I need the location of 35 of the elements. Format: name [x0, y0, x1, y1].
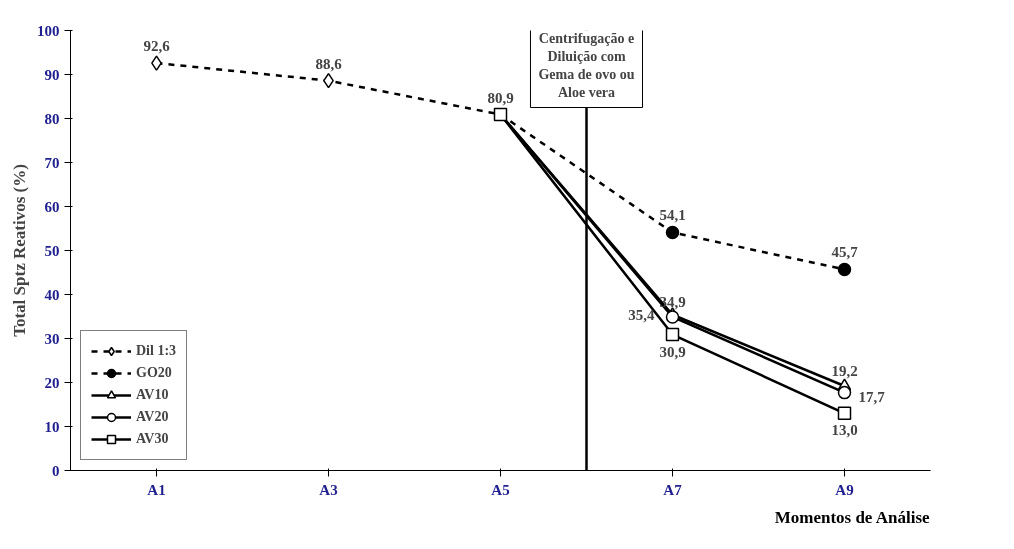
legend-label: AV20: [136, 409, 169, 425]
data-label: 13,0: [831, 422, 858, 439]
y-axis-title: Total Sptz Reativos (%): [10, 164, 29, 337]
data-label: 80,9: [487, 89, 514, 106]
data-label: 88,6: [315, 55, 343, 72]
y-tick-label: 30: [44, 330, 60, 347]
data-label: 54,1: [659, 207, 686, 224]
x-tick-label: A7: [663, 481, 683, 498]
y-tick-label: 20: [44, 374, 60, 391]
data-label: 45,7: [831, 244, 859, 261]
y-tick-label: 40: [44, 286, 60, 303]
legend-label: AV10: [136, 387, 169, 403]
x-tick-label: A5: [491, 481, 510, 498]
data-label: 92,6: [143, 38, 171, 55]
legend-label: Dil 1:3: [136, 343, 177, 359]
data-label: 35,4: [628, 306, 655, 323]
y-tick-label: 70: [44, 154, 60, 171]
x-tick-label: A9: [835, 481, 854, 498]
data-label: 17,7: [858, 388, 886, 405]
y-tick-label: 0: [52, 462, 60, 479]
data-label: 19,2: [831, 363, 858, 380]
y-tick-label: 80: [44, 110, 60, 127]
legend-label: AV30: [136, 431, 169, 447]
legend-label: GO20: [136, 365, 172, 381]
x-axis-title: Momentos de Análise: [774, 507, 931, 527]
y-tick-label: 90: [44, 66, 60, 83]
y-tick-label: 100: [37, 22, 60, 39]
data-label: 34,9: [659, 293, 686, 310]
x-tick-label: A3: [319, 481, 338, 498]
y-tick-label: 50: [44, 242, 60, 259]
y-tick-label: 60: [44, 198, 60, 215]
y-tick-label: 10: [44, 418, 60, 435]
annotation: Centrifugação e Diluição com Gema de ovo ou Aloe vera: [538, 30, 635, 100]
data-label: 30,9: [659, 343, 686, 360]
x-tick-label: A1: [147, 481, 166, 498]
